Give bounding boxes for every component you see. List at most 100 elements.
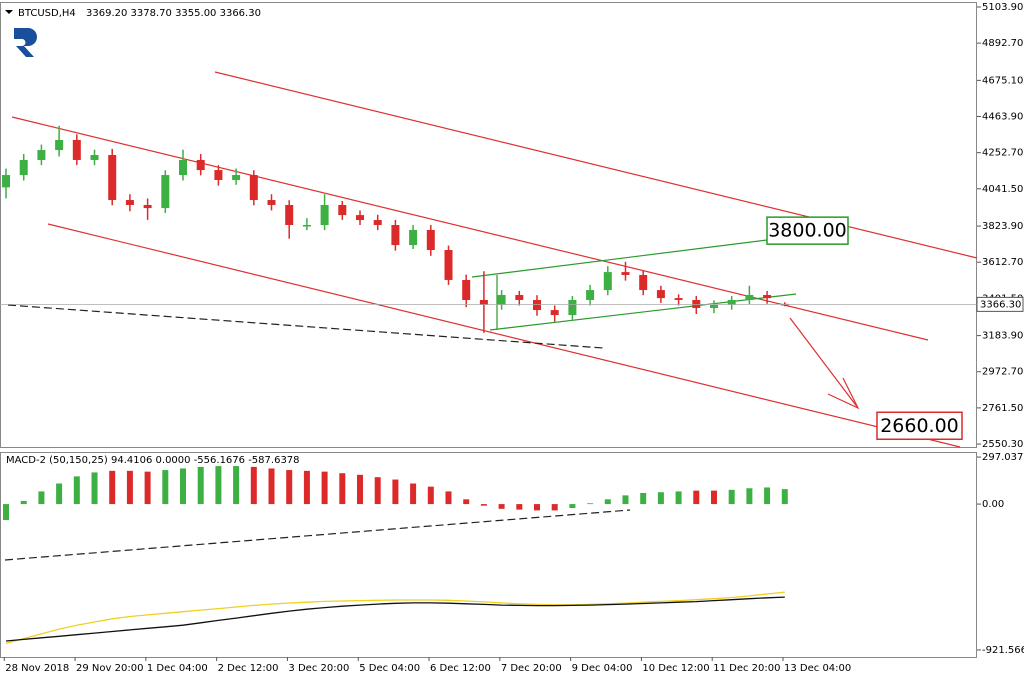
ohlc: 3369.20 3378.70 3355.00 3366.30 (86, 8, 261, 19)
candle-body (302, 225, 311, 227)
y-tick-label: 2761.50 (982, 403, 1023, 414)
last-price-box (976, 296, 1024, 312)
histogram-bar (498, 504, 505, 509)
histogram-bar (56, 483, 63, 505)
histogram-bar (3, 504, 10, 521)
histogram-bar (569, 504, 576, 509)
x-tick-label: 7 Dec 20:00 (501, 663, 562, 674)
histogram-bar (764, 487, 771, 505)
histogram-bar (587, 503, 594, 505)
y-tick-label: -921.5663 (982, 645, 1024, 656)
histogram-bar (392, 479, 399, 505)
candle-body (603, 272, 612, 291)
histogram-bar (91, 472, 98, 505)
y-tick-label: 4252.70 (982, 148, 1023, 159)
x-tick-label: 3 Dec 20:00 (288, 663, 349, 674)
histogram-bar (781, 489, 788, 505)
y-tick-label: 4892.70 (982, 38, 1023, 49)
histogram-bar (622, 495, 629, 505)
histogram-bar (445, 491, 452, 505)
y-tick-label: 0.00 (982, 499, 1004, 510)
candle-body (249, 175, 258, 201)
y-tick-label: 5103.90 (982, 2, 1023, 13)
candle-body (161, 175, 170, 209)
y-tick-label: 297.0371 (982, 452, 1024, 463)
channel-lower (47, 223, 961, 448)
candle-body (763, 295, 772, 299)
candle-body (409, 229, 418, 246)
indicator-panel (0, 452, 977, 658)
histogram-bar (357, 474, 364, 505)
y-tick-label: 2550.30 (982, 439, 1023, 450)
candle-body (550, 310, 559, 316)
target-box (766, 216, 849, 245)
histogram-bar (710, 490, 717, 505)
menu-arrow (5, 10, 13, 14)
candle-body (479, 299, 488, 305)
candle-body (90, 155, 99, 160)
candle-body (356, 215, 365, 221)
candle-body (285, 204, 294, 226)
histogram-bar (480, 504, 487, 506)
histogram-bar (693, 490, 700, 505)
histogram-bar (516, 504, 523, 510)
y-tick-label: 4675.10 (982, 75, 1023, 86)
histogram-bar (73, 476, 80, 505)
histogram-bar (657, 492, 664, 505)
x-tick-label: 1 Dec 04:00 (147, 663, 208, 674)
candle-body (656, 290, 665, 299)
candle-body (232, 175, 241, 180)
x-tick-label: 29 Nov 20:00 (76, 663, 143, 674)
indicator-line (5, 596, 785, 642)
candle-body (444, 250, 453, 280)
y-tick-label: 2972.70 (982, 367, 1023, 378)
candle-body (37, 150, 46, 160)
price-panel (0, 2, 977, 448)
candle-body (196, 159, 205, 171)
candle-body (214, 170, 223, 180)
histogram-bar (162, 470, 169, 505)
histogram-bar (250, 466, 257, 505)
channel-upper (214, 71, 978, 259)
candle-body (373, 220, 382, 226)
symbol: BTCUSD,H4 (18, 8, 76, 19)
logo-mark (14, 28, 37, 57)
macd-trendline (4, 509, 631, 561)
histogram-bar (339, 473, 346, 505)
channel-middle (11, 116, 929, 341)
candle-body (532, 299, 541, 311)
histogram-bar (268, 468, 275, 505)
flag-lower (489, 293, 797, 331)
histogram-bar (303, 470, 310, 505)
candle-body (338, 204, 347, 216)
candle-body (72, 139, 81, 160)
x-tick-label: 10 Dec 12:00 (642, 663, 709, 674)
histogram-bar (551, 504, 558, 511)
candle-body (391, 225, 400, 246)
histogram-bar (321, 471, 328, 505)
candle-body (727, 299, 736, 305)
histogram-bar (410, 483, 417, 505)
histogram-bar (640, 493, 647, 505)
drawings (4, 71, 978, 561)
histogram-bar (126, 470, 133, 505)
arrow-head (827, 377, 860, 410)
candle-body (639, 274, 648, 291)
flag-upper (471, 239, 768, 278)
y-tick-label: 3612.70 (982, 257, 1023, 268)
candle-body (143, 204, 152, 209)
candle-body (2, 175, 11, 188)
candle-body (19, 159, 28, 176)
histogram-bar (38, 491, 45, 505)
candle-body (745, 295, 754, 300)
candle-body (674, 298, 683, 300)
x-tick-label: 6 Dec 12:00 (430, 663, 491, 674)
histogram-bar (746, 488, 753, 505)
y-tick-label: 3183.90 (982, 331, 1023, 342)
forecast-arrow (789, 317, 859, 409)
histogram-bar (109, 470, 116, 505)
histogram-bar (604, 499, 611, 505)
histogram-bar (180, 468, 187, 505)
target-label: 2660.00 (880, 415, 959, 437)
indicator-line (5, 591, 785, 645)
